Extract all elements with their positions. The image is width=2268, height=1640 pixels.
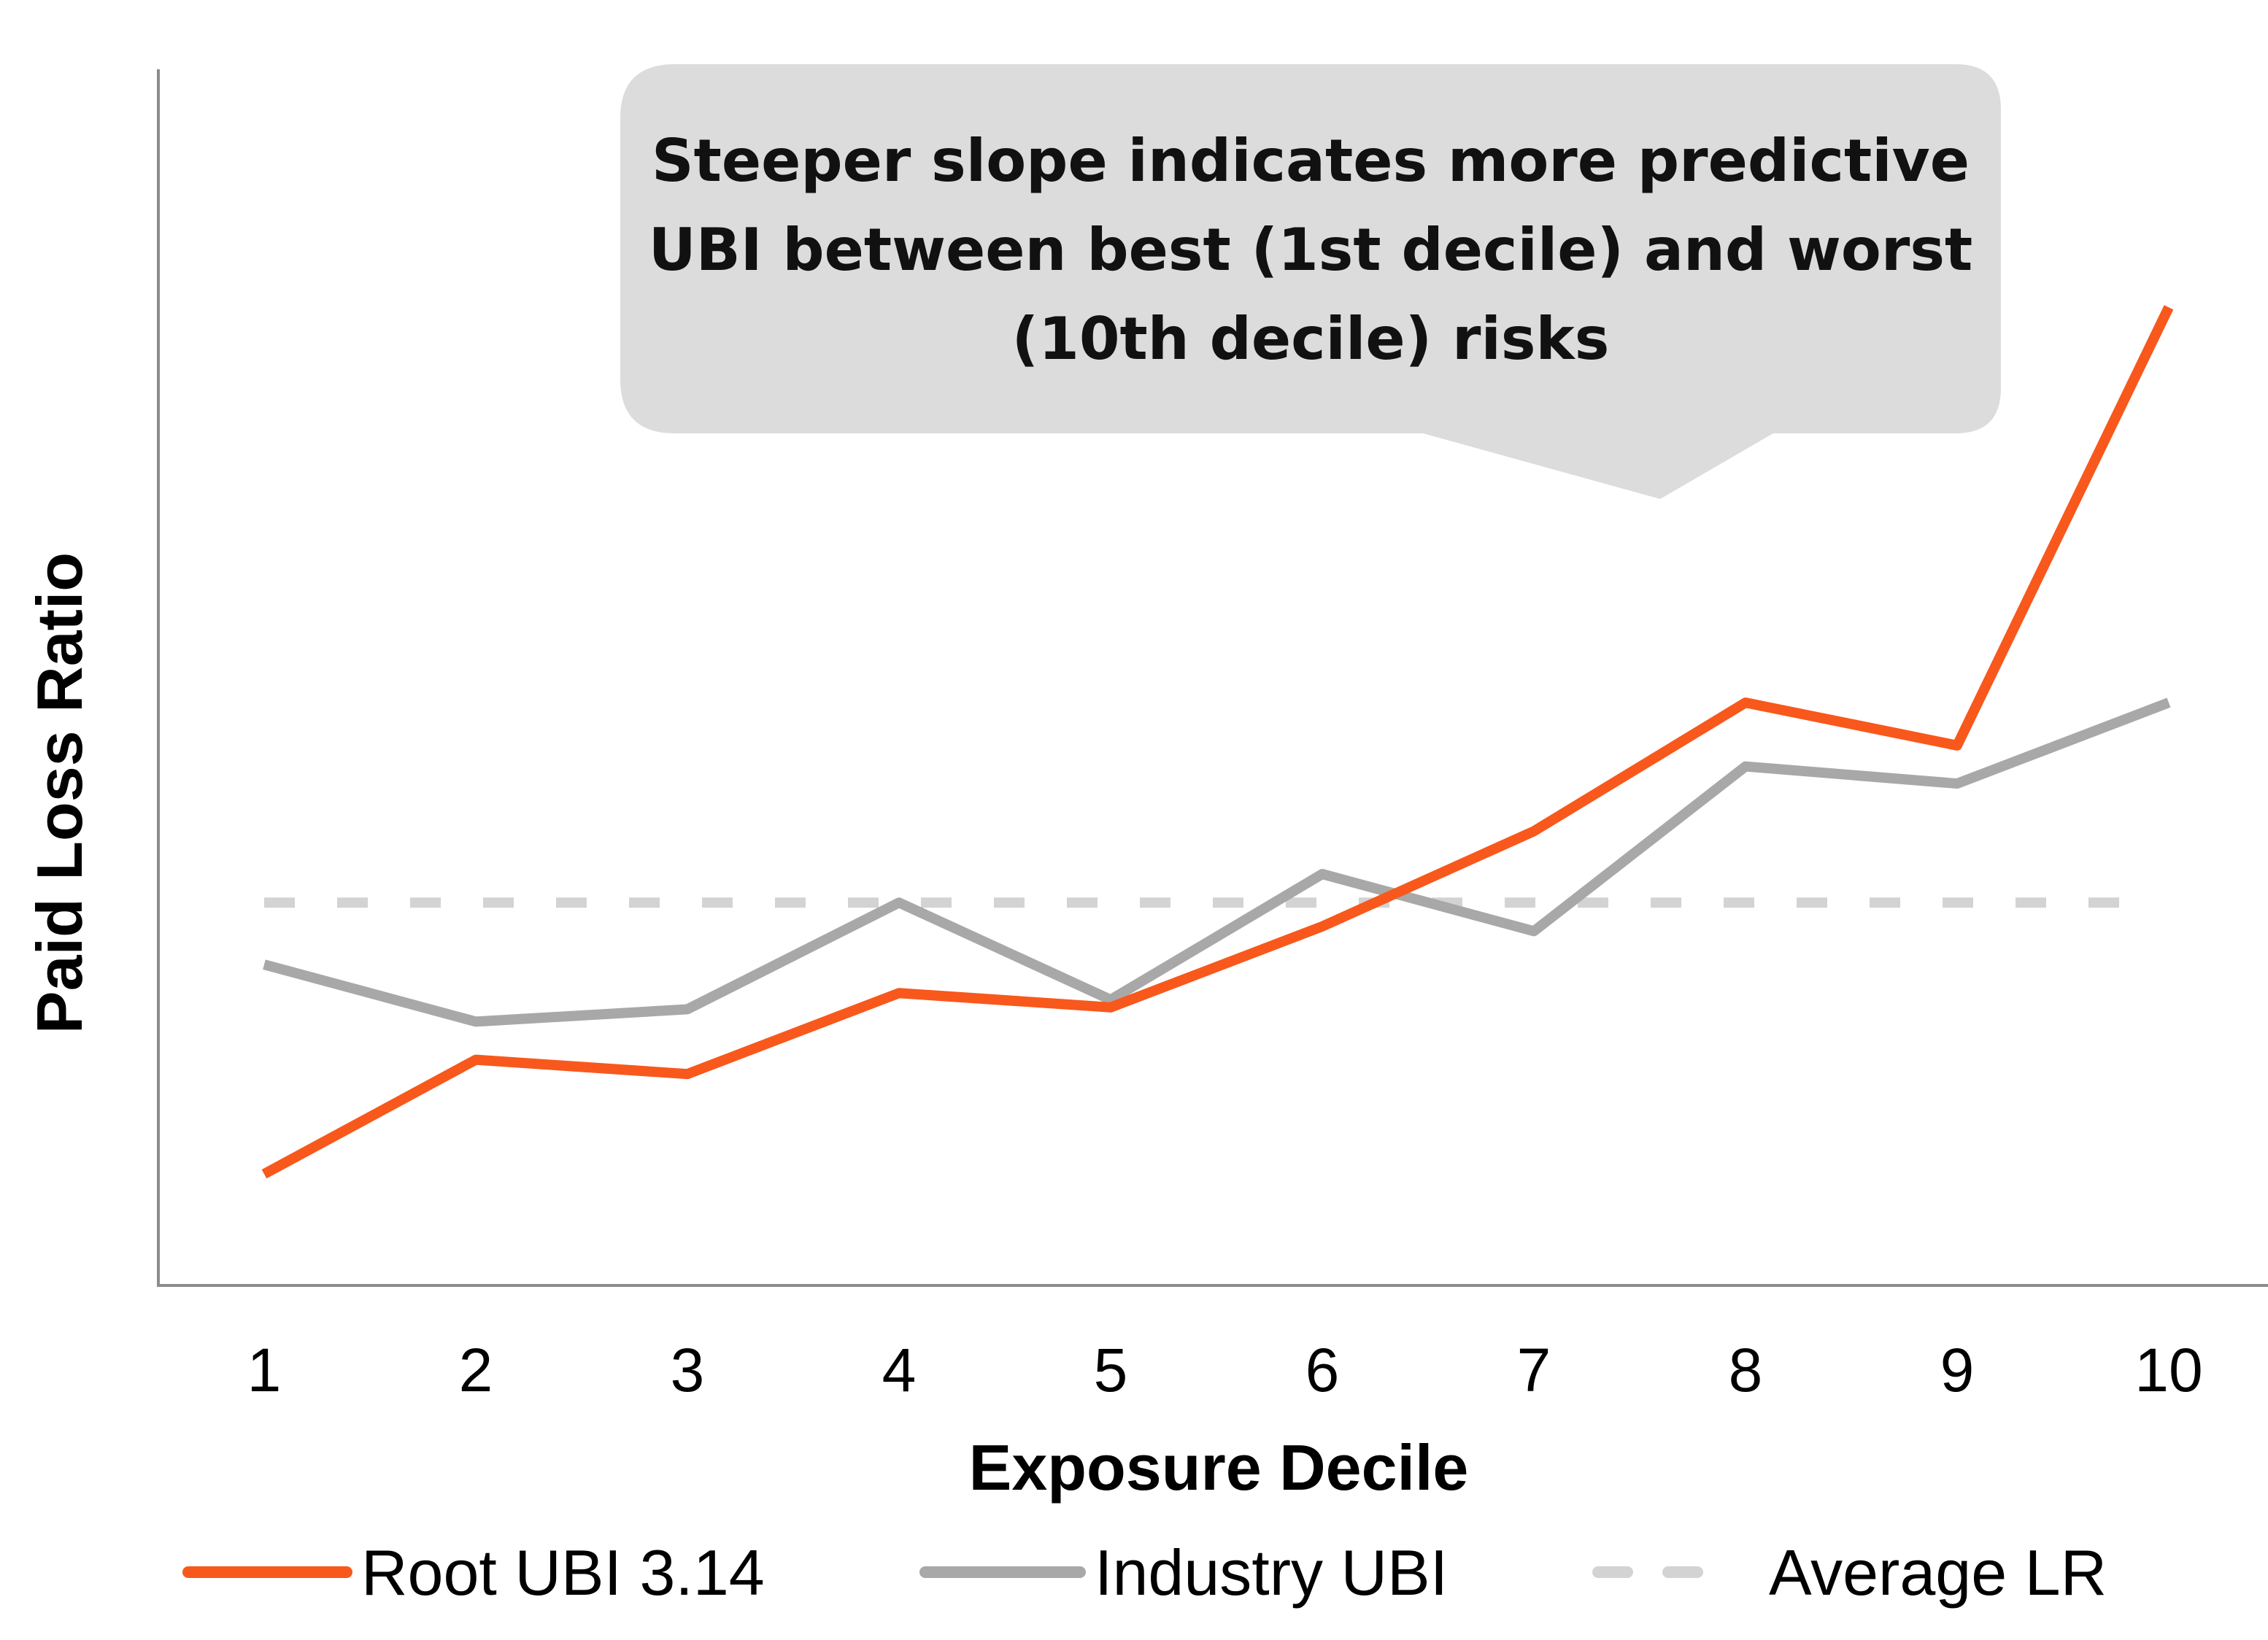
callout-line-2: UBI between best (1st decile) and worst xyxy=(649,216,1972,284)
legend-label-industry-ubi: Industry UBI xyxy=(1095,1536,1448,1609)
legend-label-root-ubi: Root UBI 3.14 xyxy=(361,1536,765,1609)
legend-label-average-lr: Average LR xyxy=(1769,1536,2107,1609)
series-line-root-ubi-3-14 xyxy=(261,305,2174,1179)
series-layer xyxy=(261,305,2174,1179)
callout-line-1: Steeper slope indicates more predictive xyxy=(652,127,1970,195)
x-tick-label: 10 xyxy=(2134,1336,2202,1404)
x-tick-label: 7 xyxy=(1517,1336,1551,1404)
x-tick-label: 8 xyxy=(1729,1336,1763,1404)
x-axis-title: Exposure Decile xyxy=(969,1431,1469,1504)
x-tick-label: 6 xyxy=(1305,1336,1340,1404)
x-tick-label: 5 xyxy=(1094,1336,1128,1404)
x-tick-label: 4 xyxy=(882,1336,917,1404)
x-tick-label: 1 xyxy=(247,1336,282,1404)
x-tick-label: 9 xyxy=(1940,1336,1975,1404)
series-line-industry-ubi xyxy=(263,697,2171,1027)
y-axis-title: Paid Loss Ratio xyxy=(23,552,96,1034)
legend: Root UBI 3.14 Industry UBI Average LR xyxy=(182,1536,2107,1609)
x-tick-labels: 1 2 3 4 5 6 7 8 9 10 xyxy=(247,1336,2203,1404)
x-tick-label: 3 xyxy=(671,1336,705,1404)
callout-bubble xyxy=(620,64,2001,499)
callout: Steeper slope indicates more predictive … xyxy=(620,64,2001,499)
callout-line-3: (10th decile) risks xyxy=(1012,305,1610,373)
x-tick-label: 2 xyxy=(459,1336,493,1404)
